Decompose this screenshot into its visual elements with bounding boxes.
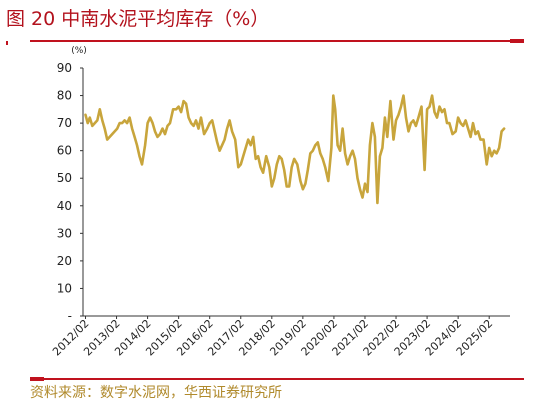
bottom-rule [30,378,524,380]
y-tick-label: - [68,309,72,323]
rule-marker [6,41,8,45]
inventory-line [84,94,506,205]
y-tick-label: 80 [57,89,72,103]
y-tick-label: 20 [57,254,72,268]
y-tick-label: 70 [57,116,72,130]
y-ticks: - 10 20 30 40 50 60 70 80 90 [57,61,83,323]
top-rule [30,40,524,42]
source-note: 资料来源：数字水泥网，华西证券研究所 [30,385,282,401]
top-rule-end [510,39,524,43]
y-tick-label: 30 [57,226,72,240]
y-tick-label: 10 [57,281,72,295]
figure-title: 图 20 中南水泥平均库存（%） [6,8,270,30]
y-tick-label: 90 [57,61,72,75]
y-tick-label: 60 [57,144,72,158]
x-ticks: 2012/022013/022014/022015/022016/022017/… [50,316,495,358]
y-unit-label: (%) [71,46,87,56]
y-tick-label: 40 [57,199,72,213]
bottom-rule-start [30,377,44,381]
line-chart: (%) - 10 20 30 40 50 60 70 80 90 2012/022013/0220… [50,46,510,358]
y-tick-label: 50 [57,171,72,185]
